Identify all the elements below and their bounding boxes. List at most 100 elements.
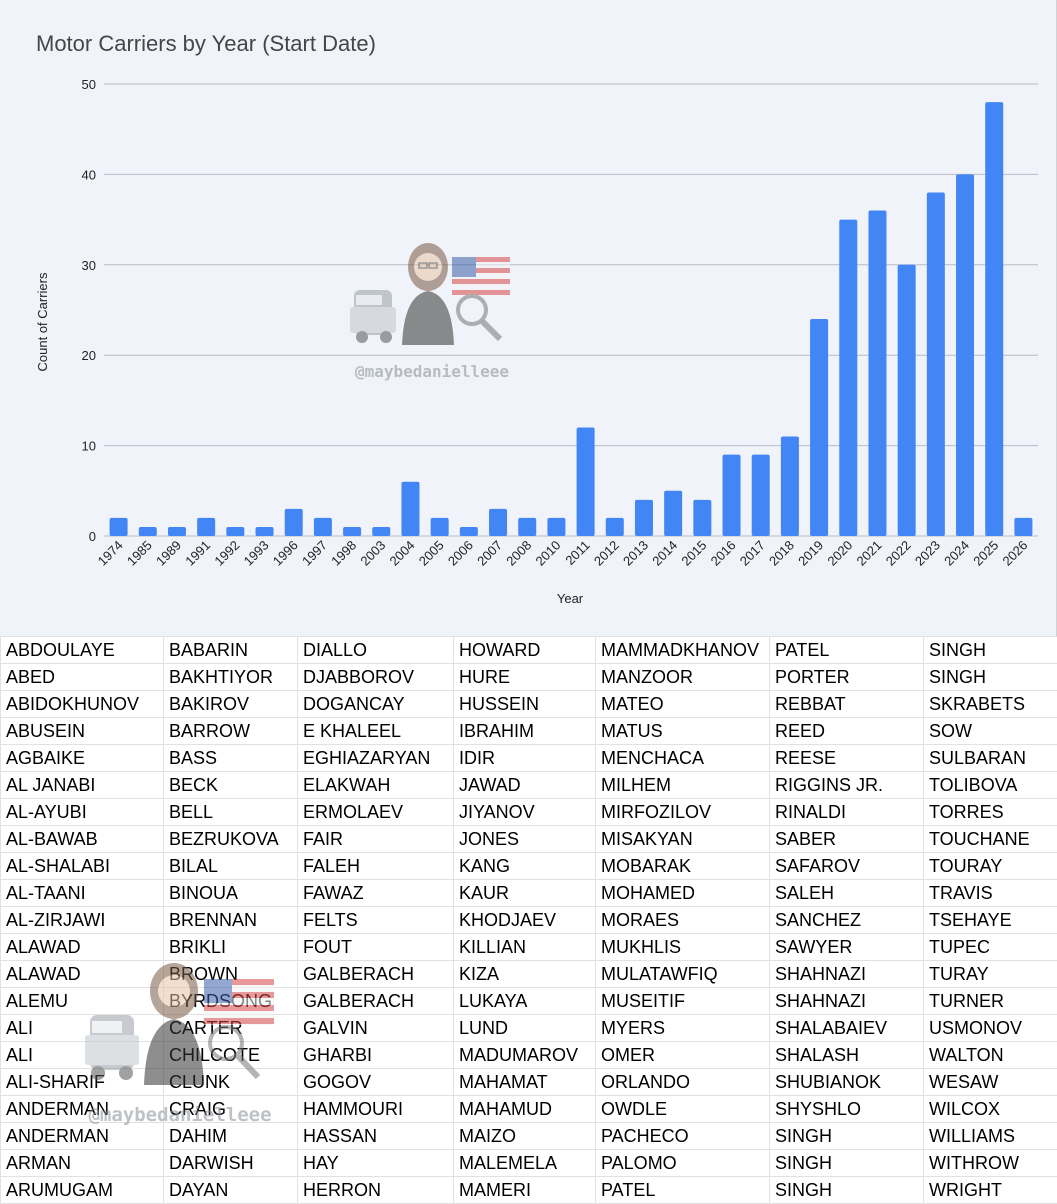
table-cell[interactable]: MIRFOZILOV: [596, 799, 770, 826]
table-cell[interactable]: REED: [770, 718, 924, 745]
table-cell[interactable]: MUKHLIS: [596, 934, 770, 961]
table-cell[interactable]: MATEO: [596, 691, 770, 718]
table-cell[interactable]: RINALDI: [770, 799, 924, 826]
table-cell[interactable]: HOWARD: [454, 637, 596, 664]
table-cell[interactable]: USMONOV: [924, 1015, 1057, 1042]
table-cell[interactable]: KANG: [454, 853, 596, 880]
table-cell[interactable]: MAIZO: [454, 1123, 596, 1150]
table-cell[interactable]: TOUCHANE: [924, 826, 1057, 853]
table-cell[interactable]: TOLIBOVA: [924, 772, 1057, 799]
table-cell[interactable]: EGHIAZARYAN: [298, 745, 454, 772]
table-cell[interactable]: SABER: [770, 826, 924, 853]
table-cell[interactable]: TSEHAYE: [924, 907, 1057, 934]
table-cell[interactable]: SHAHNAZI: [770, 988, 924, 1015]
table-cell[interactable]: JONES: [454, 826, 596, 853]
table-cell[interactable]: MOHAMED: [596, 880, 770, 907]
table-cell[interactable]: SHUBIANOK: [770, 1069, 924, 1096]
table-cell[interactable]: DIALLO: [298, 637, 454, 664]
table-cell[interactable]: DARWISH: [164, 1150, 298, 1177]
table-cell[interactable]: LUND: [454, 1015, 596, 1042]
table-cell[interactable]: MATUS: [596, 718, 770, 745]
table-cell[interactable]: MYERS: [596, 1015, 770, 1042]
table-cell[interactable]: BEZRUKOVA: [164, 826, 298, 853]
table-cell[interactable]: KIZA: [454, 961, 596, 988]
table-cell[interactable]: AGBAIKE: [1, 745, 164, 772]
table-cell[interactable]: SHAHNAZI: [770, 961, 924, 988]
table-cell[interactable]: BARROW: [164, 718, 298, 745]
table-cell[interactable]: BELL: [164, 799, 298, 826]
table-cell[interactable]: SHALASH: [770, 1042, 924, 1069]
table-cell[interactable]: PALOMO: [596, 1150, 770, 1177]
table-cell[interactable]: BRENNAN: [164, 907, 298, 934]
table-cell[interactable]: FALEH: [298, 853, 454, 880]
table-cell[interactable]: TRAVIS: [924, 880, 1057, 907]
table-cell[interactable]: SANCHEZ: [770, 907, 924, 934]
table-cell[interactable]: MOBARAK: [596, 853, 770, 880]
table-cell[interactable]: ELAKWAH: [298, 772, 454, 799]
table-cell[interactable]: SKRABETS: [924, 691, 1057, 718]
table-cell[interactable]: SAWYER: [770, 934, 924, 961]
table-cell[interactable]: SINGH: [770, 1177, 924, 1204]
table-cell[interactable]: MISAKYAN: [596, 826, 770, 853]
table-cell[interactable]: FAWAZ: [298, 880, 454, 907]
table-cell[interactable]: DOGANCAY: [298, 691, 454, 718]
table-cell[interactable]: SINGH: [924, 637, 1057, 664]
table-cell[interactable]: BAKHTIYOR: [164, 664, 298, 691]
table-cell[interactable]: WILLIAMS: [924, 1123, 1057, 1150]
table-cell[interactable]: FELTS: [298, 907, 454, 934]
table-cell[interactable]: BAKIROV: [164, 691, 298, 718]
table-cell[interactable]: MENCHACA: [596, 745, 770, 772]
table-cell[interactable]: HAY: [298, 1150, 454, 1177]
table-cell[interactable]: FOUT: [298, 934, 454, 961]
table-cell[interactable]: SINGH: [770, 1123, 924, 1150]
table-cell[interactable]: ORLANDO: [596, 1069, 770, 1096]
table-cell[interactable]: KHODJAEV: [454, 907, 596, 934]
table-cell[interactable]: IBRAHIM: [454, 718, 596, 745]
table-cell[interactable]: PATEL: [596, 1177, 770, 1204]
table-cell[interactable]: AL-BAWAB: [1, 826, 164, 853]
table-cell[interactable]: BILAL: [164, 853, 298, 880]
table-cell[interactable]: HUSSEIN: [454, 691, 596, 718]
table-cell[interactable]: PORTER: [770, 664, 924, 691]
table-cell[interactable]: GOGOV: [298, 1069, 454, 1096]
table-cell[interactable]: GHARBI: [298, 1042, 454, 1069]
table-cell[interactable]: REESE: [770, 745, 924, 772]
table-cell[interactable]: LUKAYA: [454, 988, 596, 1015]
table-cell[interactable]: OWDLE: [596, 1096, 770, 1123]
table-cell[interactable]: KAUR: [454, 880, 596, 907]
table-cell[interactable]: AL JANABI: [1, 772, 164, 799]
table-cell[interactable]: ABUSEIN: [1, 718, 164, 745]
table-cell[interactable]: GALBERACH: [298, 988, 454, 1015]
table-cell[interactable]: AL-AYUBI: [1, 799, 164, 826]
table-cell[interactable]: AL-TAANI: [1, 880, 164, 907]
table-cell[interactable]: JIYANOV: [454, 799, 596, 826]
table-cell[interactable]: HAMMOURI: [298, 1096, 454, 1123]
table-cell[interactable]: TORRES: [924, 799, 1057, 826]
table-cell[interactable]: TURAY: [924, 961, 1057, 988]
table-cell[interactable]: MAHAMAT: [454, 1069, 596, 1096]
table-cell[interactable]: MADUMAROV: [454, 1042, 596, 1069]
table-cell[interactable]: ABIDOKHUNOV: [1, 691, 164, 718]
table-cell[interactable]: WESAW: [924, 1069, 1057, 1096]
table-cell[interactable]: MULATAWFIQ: [596, 961, 770, 988]
table-cell[interactable]: GALVIN: [298, 1015, 454, 1042]
table-cell[interactable]: BINOUA: [164, 880, 298, 907]
table-cell[interactable]: MILHEM: [596, 772, 770, 799]
table-cell[interactable]: MORAES: [596, 907, 770, 934]
table-cell[interactable]: SINGH: [924, 664, 1057, 691]
table-cell[interactable]: MAMMADKHANOV: [596, 637, 770, 664]
table-cell[interactable]: SAFAROV: [770, 853, 924, 880]
table-cell[interactable]: MAHAMUD: [454, 1096, 596, 1123]
table-cell[interactable]: TUPEC: [924, 934, 1057, 961]
table-cell[interactable]: SHYSHLO: [770, 1096, 924, 1123]
table-cell[interactable]: KILLIAN: [454, 934, 596, 961]
table-cell[interactable]: BECK: [164, 772, 298, 799]
table-cell[interactable]: AL-SHALABI: [1, 853, 164, 880]
table-cell[interactable]: SOW: [924, 718, 1057, 745]
table-cell[interactable]: PATEL: [770, 637, 924, 664]
table-cell[interactable]: HASSAN: [298, 1123, 454, 1150]
table-cell[interactable]: ARUMUGAM: [1, 1177, 164, 1204]
table-cell[interactable]: IDIR: [454, 745, 596, 772]
table-cell[interactable]: WALTON: [924, 1042, 1057, 1069]
table-cell[interactable]: RIGGINS JR.: [770, 772, 924, 799]
